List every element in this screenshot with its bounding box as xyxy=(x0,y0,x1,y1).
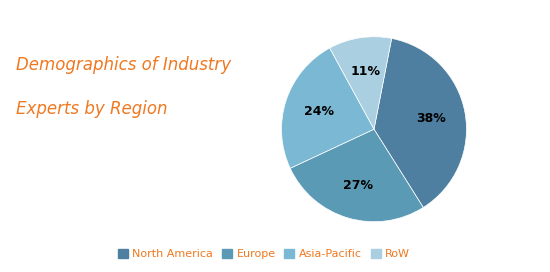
Text: Demographics of Industry: Demographics of Industry xyxy=(16,56,232,74)
Text: Experts by Region: Experts by Region xyxy=(16,100,168,118)
Text: 27%: 27% xyxy=(343,179,372,191)
Wedge shape xyxy=(282,48,374,168)
Text: 11%: 11% xyxy=(350,65,380,78)
Text: 38%: 38% xyxy=(416,112,446,125)
Legend: North America, Europe, Asia-Pacific, RoW: North America, Europe, Asia-Pacific, RoW xyxy=(113,244,415,264)
Wedge shape xyxy=(330,37,392,129)
Wedge shape xyxy=(290,129,424,222)
Text: 24%: 24% xyxy=(304,104,334,118)
Wedge shape xyxy=(374,38,466,208)
